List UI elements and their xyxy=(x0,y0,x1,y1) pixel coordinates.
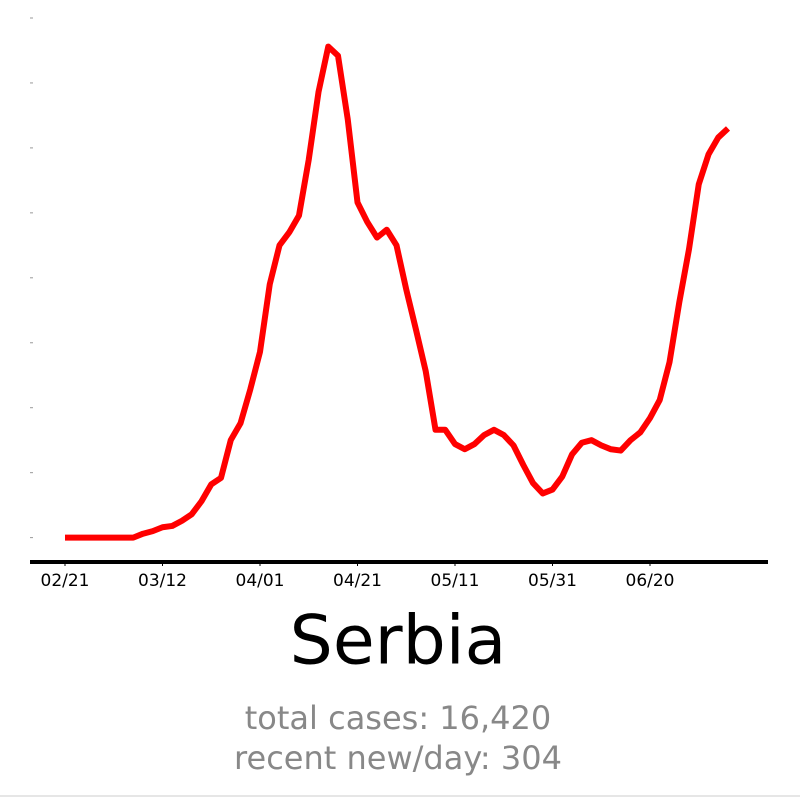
x-tick-label: 02/21 xyxy=(41,571,90,591)
annotation: recent new/day: 304 xyxy=(234,739,562,777)
x-tick-label: 04/01 xyxy=(236,571,285,591)
annotation: total cases: 16,420 xyxy=(245,699,552,737)
chart-title: Serbia xyxy=(290,602,507,681)
line xyxy=(65,43,731,541)
x-tick-label: 06/20 xyxy=(626,571,675,591)
x-tick-label: 05/11 xyxy=(431,571,480,591)
x-tick-label: 05/31 xyxy=(528,571,577,591)
x-tick-label: 04/21 xyxy=(333,571,382,591)
x-tick-label: 03/12 xyxy=(138,571,187,591)
